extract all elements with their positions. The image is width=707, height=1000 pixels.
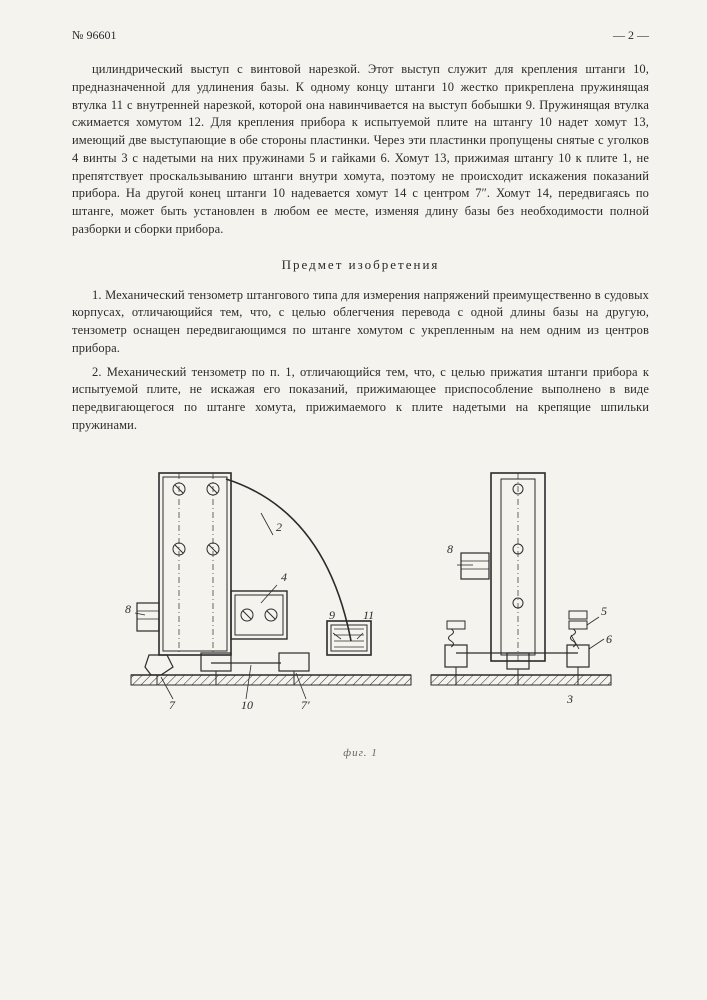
doc-number: № 96601 [72, 28, 116, 43]
technical-drawing: 2 4 8 9 11 7 10 7′ 8 3 5 6 [101, 453, 621, 743]
svg-text:10: 10 [241, 698, 253, 712]
svg-text:8: 8 [125, 602, 131, 616]
svg-text:6: 6 [606, 632, 612, 646]
svg-text:11: 11 [363, 608, 374, 622]
svg-text:7: 7 [169, 698, 176, 712]
page: № 96601 — 2 — цилиндрический выступ с ви… [0, 0, 707, 1000]
svg-text:3: 3 [566, 692, 573, 706]
figure-caption: фиг. 1 [72, 747, 649, 759]
svg-text:8: 8 [447, 542, 453, 556]
section-title: Предмет изобретения [72, 257, 649, 273]
right-view [431, 473, 611, 685]
svg-text:4: 4 [281, 570, 287, 584]
claim-2: 2. Механический тензометр по п. 1, отлич… [72, 364, 649, 435]
page-marker: — 2 — [613, 28, 649, 43]
claim-1: 1. Механический тензометр штангового тип… [72, 287, 649, 358]
svg-text:2: 2 [276, 520, 282, 534]
svg-text:7′: 7′ [301, 698, 310, 712]
svg-text:5: 5 [601, 604, 607, 618]
page-header: № 96601 — 2 — [72, 28, 649, 43]
svg-text:9: 9 [329, 608, 335, 622]
left-view [131, 473, 411, 699]
body-paragraph: цилиндрический выступ с винтовой нарезко… [72, 61, 649, 239]
figure-container: 2 4 8 9 11 7 10 7′ 8 3 5 6 [72, 453, 649, 743]
